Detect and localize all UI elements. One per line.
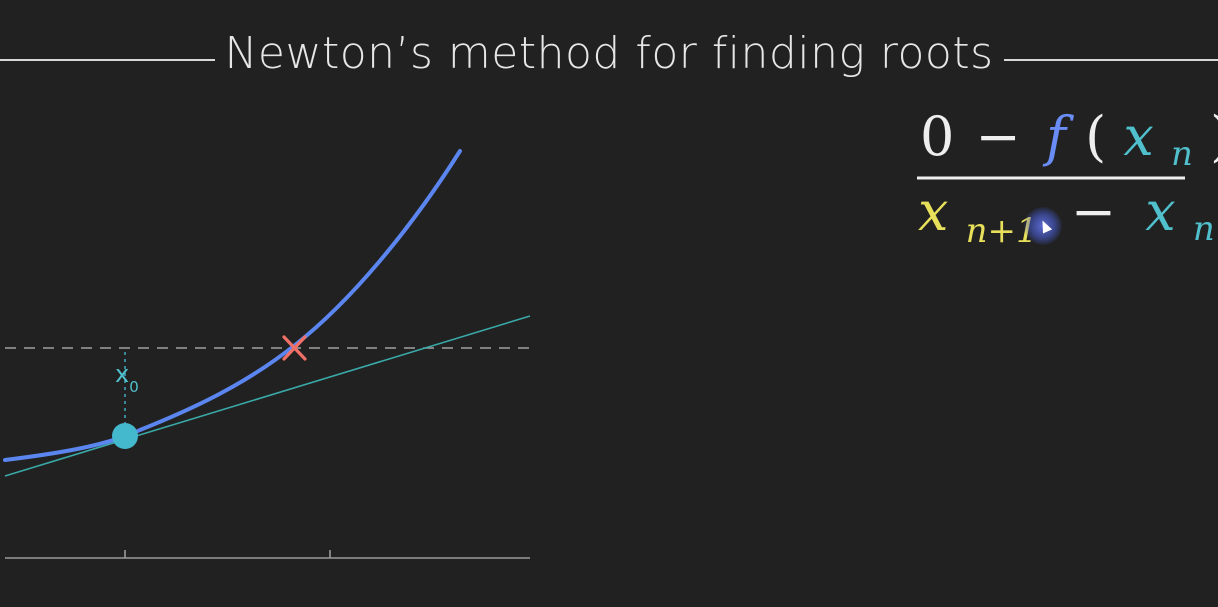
x0-label-sub: 0 xyxy=(129,378,139,396)
numerator-x: x xyxy=(1123,105,1153,168)
numerator-zero: 0 xyxy=(920,105,954,168)
denominator-x: x xyxy=(1145,180,1175,243)
denominator-x-sub: n xyxy=(1193,209,1215,249)
cross-marker-icon xyxy=(282,335,307,361)
tangent-line xyxy=(4,315,531,477)
page-title: Newton’s method for finding roots xyxy=(0,28,1218,79)
title-rule-left xyxy=(0,59,226,61)
x0-point xyxy=(112,423,138,449)
x0-label: x0 xyxy=(115,360,139,396)
denominator-x-next: x xyxy=(918,180,948,243)
page-title-text: Newton’s method for finding roots xyxy=(214,28,1004,79)
cursor-highlight-icon xyxy=(1024,207,1062,245)
numerator-x-sub: n xyxy=(1171,134,1193,174)
numerator-open-paren: ( xyxy=(1085,105,1106,168)
numerator-minus: − xyxy=(976,105,1021,168)
function-curve xyxy=(3,149,462,462)
formula-denominator: x n+1 − x n xyxy=(918,180,1215,255)
numerator-close-paren: ) xyxy=(1210,105,1218,168)
numerator-f: f xyxy=(1042,105,1074,168)
formula-numerator: 0 − f ( x n ) xyxy=(920,105,1218,178)
title-rule-right xyxy=(1003,59,1218,61)
denominator-minus: − xyxy=(1071,180,1116,243)
x0-label-main: x xyxy=(115,360,129,388)
formula-fraction: 0 − f ( x n ) x n+1 − x n xyxy=(917,105,1218,255)
